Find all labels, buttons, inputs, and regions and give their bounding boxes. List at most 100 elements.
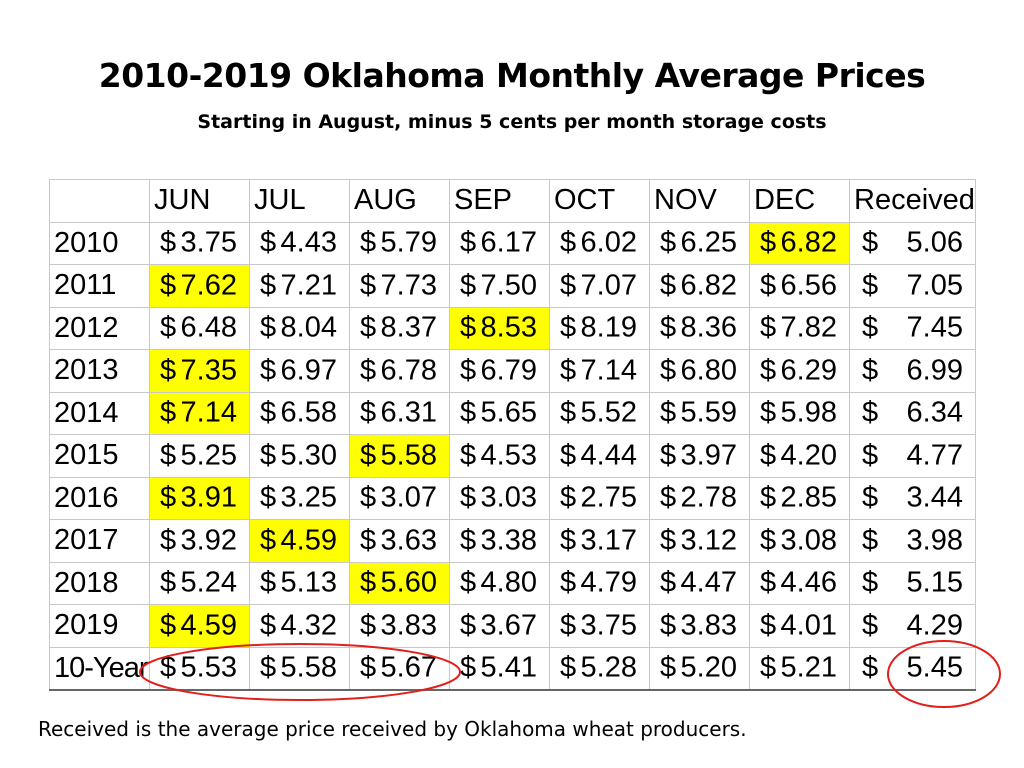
currency-symbol: $ (760, 566, 777, 599)
currency-symbol: $ (360, 269, 377, 302)
price-cell: $6.25 (649, 221, 750, 265)
column-header: SEP (449, 179, 550, 223)
currency-symbol: $ (862, 651, 879, 684)
price-value: 4.44 (580, 439, 637, 472)
page-title: 2010-2019 Oklahoma Monthly Average Price… (98, 56, 926, 95)
price-value: 5.52 (580, 396, 637, 429)
price-cell: $4.44 (549, 434, 650, 478)
currency-symbol: $ (660, 651, 677, 684)
price-cell: $6.80 (649, 349, 750, 393)
price-cell: $7.14 (549, 349, 650, 393)
price-cell: $5.58 (249, 646, 350, 691)
price-value: 7.50 (480, 269, 537, 302)
price-cell: $6.79 (449, 349, 550, 393)
price-value: 7.07 (580, 269, 637, 302)
price-value: 4.59 (180, 609, 237, 642)
price-value: 6.29 (780, 354, 837, 387)
price-cell: $4.59 (149, 604, 250, 648)
price-value: 6.79 (480, 354, 537, 387)
price-value: 5.60 (380, 566, 437, 599)
currency-symbol: $ (560, 396, 577, 429)
table-row: 2019 $4.59 $4.32 $3.83 $3.67 $3.75 $3.83 $4.01 $… (49, 604, 976, 648)
price-value: 5.53 (180, 651, 237, 684)
currency-symbol: $ (460, 311, 477, 344)
currency-symbol: $ (862, 524, 879, 557)
received-price-cell: $4.29 (849, 604, 976, 648)
row-year-label: 2010 (49, 221, 150, 265)
currency-symbol: $ (560, 354, 577, 387)
currency-symbol: $ (660, 269, 677, 302)
received-price-cell: $6.99 (849, 349, 976, 393)
price-value: 6.80 (680, 354, 737, 387)
currency-symbol: $ (160, 651, 177, 684)
price-cell: $5.13 (249, 561, 350, 605)
price-cell: $7.21 (249, 264, 350, 308)
currency-symbol: $ (360, 609, 377, 642)
price-value: 3.38 (480, 524, 537, 557)
price-value: 3.12 (680, 524, 737, 557)
price-cell: $2.75 (549, 476, 650, 520)
price-cell: $3.92 (149, 519, 250, 563)
price-value: 4.53 (480, 439, 537, 472)
currency-symbol: $ (560, 651, 577, 684)
price-value: 5.79 (380, 226, 437, 259)
price-value: 5.24 (180, 566, 237, 599)
price-cell: $5.25 (149, 434, 250, 478)
price-value: 7.82 (780, 311, 837, 344)
price-cell: $6.78 (349, 349, 450, 393)
header-corner (49, 179, 150, 223)
price-cell: $5.24 (149, 561, 250, 605)
table-row: 2011 $7.62 $7.21 $7.73 $7.50 $7.07 $6.82 $6.56 $… (49, 264, 976, 308)
price-value: 3.92 (180, 524, 237, 557)
price-cell: $6.17 (449, 221, 550, 265)
price-value: 7.14 (180, 396, 237, 429)
price-value: 8.04 (280, 311, 337, 344)
price-value: 5.28 (580, 651, 637, 684)
column-header: AUG (349, 179, 450, 223)
footnote: Received is the average price received b… (38, 717, 747, 741)
row-year-label: 2016 (49, 476, 150, 520)
price-value: 4.43 (280, 226, 337, 259)
currency-symbol: $ (260, 269, 277, 302)
price-cell: $3.38 (449, 519, 550, 563)
price-cell: $3.07 (349, 476, 450, 520)
price-value: 4.77 (906, 439, 963, 472)
price-value: 5.58 (280, 651, 337, 684)
price-value: 6.97 (280, 354, 337, 387)
price-value: 8.37 (380, 311, 437, 344)
currency-symbol: $ (260, 609, 277, 642)
price-value: 6.17 (480, 226, 537, 259)
currency-symbol: $ (862, 396, 879, 429)
price-value: 8.53 (480, 311, 537, 344)
currency-symbol: $ (760, 439, 777, 472)
price-value: 5.58 (380, 439, 437, 472)
price-cell: $5.28 (549, 646, 650, 691)
price-cell: $4.59 (249, 519, 350, 563)
price-cell: $7.50 (449, 264, 550, 308)
currency-symbol: $ (862, 226, 879, 259)
received-price-cell: $5.06 (849, 221, 976, 265)
price-value: 5.45 (906, 651, 963, 684)
currency-symbol: $ (260, 311, 277, 344)
currency-symbol: $ (460, 609, 477, 642)
received-price-cell: $7.45 (849, 306, 976, 350)
price-value: 8.36 (680, 311, 737, 344)
price-value: 6.25 (680, 226, 737, 259)
price-value: 5.41 (480, 651, 537, 684)
currency-symbol: $ (260, 354, 277, 387)
price-value: 5.98 (780, 396, 837, 429)
price-value: 2.78 (680, 481, 737, 514)
price-cell: $7.62 (149, 264, 250, 308)
price-cell: $6.29 (749, 349, 850, 393)
price-cell: $3.91 (149, 476, 250, 520)
price-value: 6.34 (906, 396, 963, 429)
currency-symbol: $ (760, 396, 777, 429)
price-value: 6.31 (380, 396, 437, 429)
price-value: 4.29 (906, 609, 963, 642)
price-cell: $5.20 (649, 646, 750, 691)
price-value: 5.59 (680, 396, 737, 429)
table-body: 2010 $3.75 $4.43 $5.79 $6.17 $6.02 $6.25 $6.82 $… (49, 221, 976, 691)
price-cell: $4.32 (249, 604, 350, 648)
price-value: 6.58 (280, 396, 337, 429)
price-cell: $5.41 (449, 646, 550, 691)
